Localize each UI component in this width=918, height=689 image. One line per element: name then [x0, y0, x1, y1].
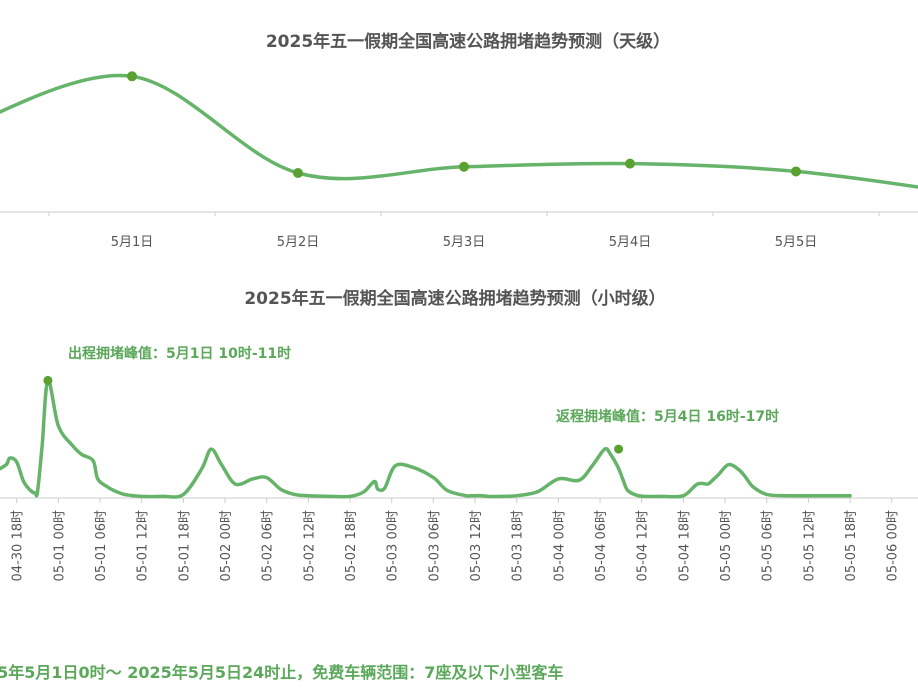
hourly-x-tick-label: 05-06 00时	[886, 510, 901, 581]
daily-chart: 2025年五一假期全国高速公路拥堵趋势预测（天级） 5月1日 5月2日 5月3日 5月…	[0, 31, 918, 250]
daily-x-tick-label: 5月2日	[277, 235, 320, 250]
outbound-peak-label: 出程拥堵峰值：5月1日 10时-11时	[68, 345, 291, 362]
hourly-x-tick-label: 05-01 00时	[52, 510, 67, 581]
hourly-x-tick-label: 05-05 18时	[844, 510, 859, 581]
hourly-x-tick-label: 05-01 18时	[177, 510, 192, 581]
daily-point-marker	[127, 71, 137, 82]
daily-point-marker	[293, 168, 303, 178]
hourly-x-tick-label: 04-30 18时	[11, 510, 26, 581]
hourly-x-tick-label: 05-02 06时	[261, 510, 276, 581]
daily-x-ticks	[48, 212, 880, 216]
hourly-x-tick-label: 05-02 00时	[219, 510, 234, 581]
hourly-x-tick-label: 05-05 00时	[719, 510, 734, 581]
hourly-annotations: 出程拥堵峰值：5月1日 10时-11时 返程拥堵峰值：5月4日 16时-17时	[43, 345, 779, 454]
hourly-x-tick-label: 05-03 18时	[511, 510, 526, 581]
hourly-x-tick-label: 05-04 00时	[552, 510, 567, 581]
hourly-x-tick-label: 05-02 18时	[344, 510, 359, 581]
hourly-x-tick-label: 05-02 12时	[302, 510, 317, 581]
hourly-x-tick-label: 05-05 06时	[761, 510, 776, 581]
hourly-x-tick-label: 05-05 12时	[802, 510, 817, 581]
daily-x-tick-label: 5月5日	[775, 235, 818, 250]
daily-x-tick-label: 5月4日	[609, 235, 652, 250]
daily-point-marker	[791, 166, 801, 177]
daily-x-tick-label: 5月3日	[443, 235, 486, 250]
hourly-x-tick-label: 05-04 06时	[594, 510, 609, 581]
return-peak-label: 返程拥堵峰值：5月4日 16时-17时	[556, 408, 779, 425]
hourly-x-tick-label: 05-03 06时	[427, 510, 442, 581]
daily-point-marker	[459, 161, 469, 172]
hourly-x-tick-labels: 04-30 18时 05-01 00时 05-01 06时 05-01 12时 05-0…	[11, 510, 901, 581]
hourly-x-tick-label: 05-01 12时	[136, 510, 151, 581]
hourly-x-ticks	[16, 498, 893, 503]
hourly-chart-title: 2025年五一假期全国高速公路拥堵趋势预测（小时级）	[244, 288, 665, 309]
daily-point-marker	[625, 158, 635, 169]
hourly-x-tick-label: 05-04 18时	[677, 510, 692, 581]
hourly-series-line	[0, 378, 852, 499]
daily-x-tick-label: 5月1日	[111, 235, 154, 250]
daily-series-line	[0, 73, 918, 189]
hourly-chart: 2025年五一假期全国高速公路拥堵趋势预测（小时级） 04-30 18时 05-0…	[0, 288, 918, 581]
return-peak-marker	[614, 444, 624, 454]
daily-x-tick-labels: 5月1日 5月2日 5月3日 5月4日 5月5日	[111, 235, 818, 250]
outbound-peak-marker	[43, 375, 53, 385]
hourly-x-tick-label: 05-01 06时	[94, 510, 109, 581]
hourly-x-tick-label: 05-04 12时	[636, 510, 651, 581]
daily-chart-title: 2025年五一假期全国高速公路拥堵趋势预测（天级）	[266, 31, 670, 52]
hourly-x-tick-label: 05-03 00时	[386, 510, 401, 581]
footer-note: 25年5月1日0时～ 2025年5月5日24时止，免费车辆范围：7座及以下小型客…	[0, 663, 564, 682]
daily-series-markers	[127, 71, 801, 178]
hourly-x-tick-label: 05-03 12时	[469, 510, 484, 581]
